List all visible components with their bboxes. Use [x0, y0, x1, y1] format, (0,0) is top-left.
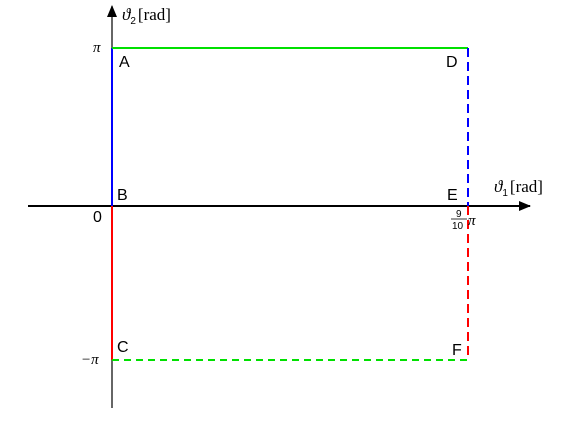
point-label-c: C [117, 339, 129, 356]
fraction-pi: π [468, 213, 476, 229]
point-label-b: B [117, 187, 128, 204]
point-label-d: D [446, 54, 458, 71]
tick-minus-pi: −π [81, 352, 99, 368]
fraction-numerator: 9 [456, 209, 462, 220]
x-axis-label: ϑ1 [rad] [494, 177, 543, 199]
tick-origin: 0 [93, 209, 102, 226]
tick-pi: π [93, 40, 101, 56]
point-label-e: E [447, 187, 458, 204]
fraction-denominator: 10 [452, 221, 464, 232]
y-axis-label: ϑ2 [rad] [122, 5, 171, 27]
point-label-a: A [119, 54, 130, 71]
point-label-f: F [452, 342, 462, 359]
tick-nine-tenths-pi: 9 10 π [451, 209, 476, 232]
